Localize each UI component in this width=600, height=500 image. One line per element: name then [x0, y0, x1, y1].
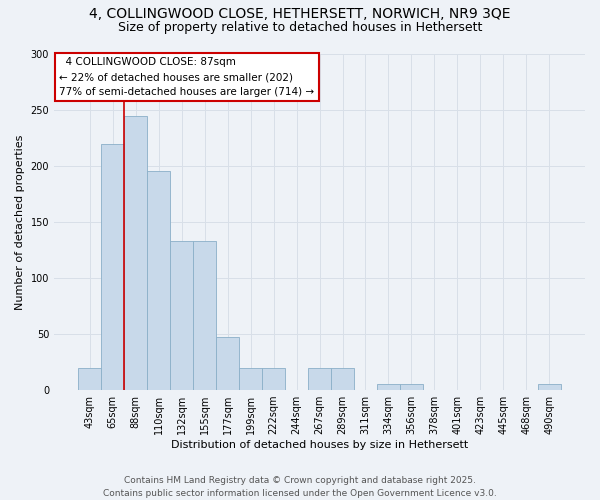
- Bar: [124, 116, 147, 390]
- Bar: [170, 241, 193, 390]
- Bar: [101, 144, 124, 390]
- Bar: [239, 368, 262, 390]
- X-axis label: Distribution of detached houses by size in Hethersett: Distribution of detached houses by size …: [171, 440, 468, 450]
- Bar: [78, 368, 101, 390]
- Bar: [147, 170, 170, 390]
- Bar: [216, 338, 239, 390]
- Text: Contains HM Land Registry data © Crown copyright and database right 2025.
Contai: Contains HM Land Registry data © Crown c…: [103, 476, 497, 498]
- Bar: [538, 384, 561, 390]
- Text: Size of property relative to detached houses in Hethersett: Size of property relative to detached ho…: [118, 21, 482, 34]
- Text: 4 COLLINGWOOD CLOSE: 87sqm
← 22% of detached houses are smaller (202)
77% of sem: 4 COLLINGWOOD CLOSE: 87sqm ← 22% of deta…: [59, 58, 314, 97]
- Text: 4, COLLINGWOOD CLOSE, HETHERSETT, NORWICH, NR9 3QE: 4, COLLINGWOOD CLOSE, HETHERSETT, NORWIC…: [89, 8, 511, 22]
- Bar: [377, 384, 400, 390]
- Bar: [308, 368, 331, 390]
- Bar: [331, 368, 354, 390]
- Bar: [262, 368, 285, 390]
- Y-axis label: Number of detached properties: Number of detached properties: [15, 134, 25, 310]
- Bar: [400, 384, 423, 390]
- Bar: [193, 241, 216, 390]
